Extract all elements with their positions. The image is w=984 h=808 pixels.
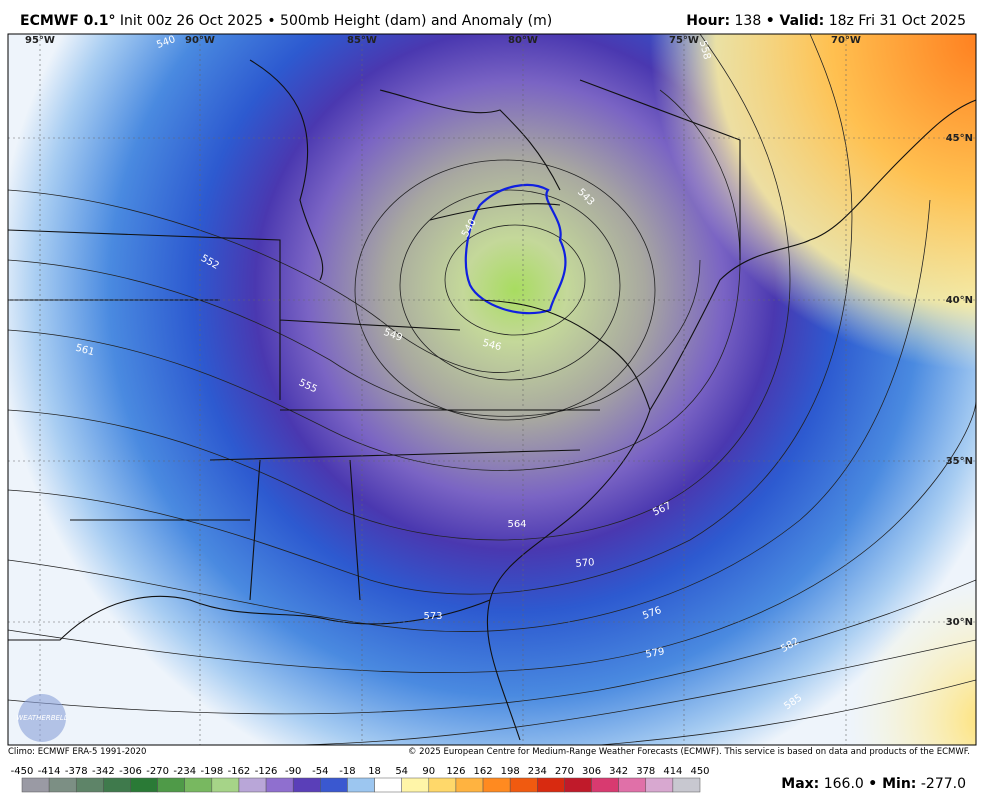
- colorbar-tick-label: 90: [422, 766, 435, 777]
- model: ECMWF 0.1°: [20, 13, 115, 29]
- lon-label: 95°W: [25, 35, 55, 46]
- colorbar-tick-label: -378: [65, 766, 88, 777]
- geography: [8, 59, 976, 741]
- height-contours: [8, 34, 976, 745]
- lat-label: 35°N: [946, 456, 973, 467]
- colorbar-tick-label: -306: [119, 766, 142, 777]
- colorbar-tick-label: -126: [255, 766, 278, 777]
- valid: 18z Fri 31 Oct 2025: [829, 13, 966, 29]
- lon-label: 85°W: [347, 35, 377, 46]
- contour-label: 570: [575, 557, 595, 570]
- lat-label: 40°N: [946, 295, 973, 306]
- contour-label: 546: [481, 338, 502, 354]
- map-area: 95°W 90°W 85°W 80°W 75°W 70°W 45°N 40°N 35°N 30°N…: [8, 34, 976, 745]
- colorbar-swatch: [292, 777, 321, 793]
- climo: Climo: ECMWF ERA-5 1991-2020: [8, 747, 146, 757]
- colorbar-tick-label: -270: [146, 766, 169, 777]
- colorbar-tick-label: 378: [636, 766, 655, 777]
- contour-label: 558: [697, 39, 713, 60]
- graticule: [8, 34, 976, 745]
- colorbar-swatch: [211, 777, 240, 793]
- colorbar-tick-label: 18: [368, 766, 381, 777]
- colorbar-tick-label: -18: [339, 766, 355, 777]
- colorbar-tick-label: 342: [609, 766, 628, 777]
- contour-label: 573: [423, 611, 442, 622]
- colorbar-swatch: [347, 777, 375, 793]
- colorbar-tick-label: 126: [446, 766, 465, 777]
- colorbar-swatch: [401, 777, 430, 793]
- lon-label: 75°W: [669, 35, 699, 46]
- colorbar-tick-label: -342: [92, 766, 115, 777]
- colorbar-tick-label: -54: [312, 766, 328, 777]
- min-label: • Min:: [868, 776, 916, 792]
- valid-label: • Valid:: [766, 13, 825, 29]
- colorbar-swatch: [564, 777, 592, 793]
- colorbar-tick-label: 270: [555, 766, 574, 777]
- colorbar-tick-label: 198: [501, 766, 520, 777]
- colorbar-swatch: [103, 777, 131, 793]
- colorbar-tick-label: 162: [473, 766, 492, 777]
- colorbar-swatch: [672, 777, 701, 793]
- min: -277.0: [921, 776, 966, 792]
- colorbar-tick-label: -162: [228, 766, 251, 777]
- colorbar-swatch: [238, 777, 267, 793]
- colorbar-swatch: [265, 777, 294, 793]
- warm-anomaly: [8, 34, 976, 745]
- colorbar-tick-label: 414: [663, 766, 682, 777]
- colorbar-swatch: [645, 777, 674, 793]
- colorbar-tick-label: -90: [285, 766, 301, 777]
- colorbar-tick-label: 450: [690, 766, 709, 777]
- colorbar-swatch: [374, 777, 402, 793]
- colorbar-tick-label: -414: [38, 766, 61, 777]
- lat-label: 30°N: [946, 617, 973, 628]
- colorbar-tick-label: -234: [173, 766, 196, 777]
- hour-label: Hour:: [686, 13, 730, 29]
- colorbar-swatch: [537, 777, 565, 793]
- colorbar-tick-label: -450: [11, 766, 34, 777]
- lon-label: 80°W: [508, 35, 538, 46]
- contour-label: 561: [74, 343, 95, 359]
- hour: 138: [735, 13, 762, 29]
- subtitle: Init 00z 26 Oct 2025 • 500mb Height (dam…: [120, 13, 552, 29]
- map-frame: [7, 33, 977, 746]
- header-left: ECMWF 0.1° Init 00z 26 Oct 2025 • 500mb …: [20, 13, 552, 29]
- colorbar-swatch: [455, 777, 484, 793]
- colorbar: -450 -414 -378 -342 -306 -270 -234 -198 -162 -126…: [11, 766, 710, 793]
- colorbar-tick-label: -198: [200, 766, 223, 777]
- colorbar-swatch: [509, 777, 538, 793]
- lon-label: 90°W: [185, 35, 215, 46]
- colorbar-tick-label: 234: [528, 766, 547, 777]
- colorbar-swatch: [130, 777, 158, 793]
- watermark: WEATHERBELL: [16, 714, 68, 722]
- contour-label: 579: [645, 646, 666, 660]
- copyright: © 2025 European Centre for Medium-Range …: [408, 747, 970, 757]
- colorbar-swatch: [618, 777, 647, 793]
- watermark-logo: [18, 694, 66, 742]
- max-label: Max:: [781, 776, 819, 792]
- header-right: Hour: 138 • Valid: 18z Fri 31 Oct 2025: [686, 13, 966, 29]
- colorbar-swatch: [75, 777, 104, 793]
- colorbar-swatch: [48, 777, 77, 793]
- colorbar-tick-label: 54: [395, 766, 408, 777]
- max: 166.0: [824, 776, 864, 792]
- colorbar-swatch: [320, 777, 348, 793]
- colorbar-swatch: [21, 777, 50, 793]
- min-contour: [464, 183, 567, 315]
- colorbar-swatch: [428, 777, 457, 793]
- colorbar-tick-label: 306: [582, 766, 601, 777]
- lon-label: 70°W: [831, 35, 861, 46]
- colorbar-swatch: [482, 777, 511, 793]
- lat-label: 45°N: [946, 133, 973, 144]
- colorbar-swatch: [184, 777, 213, 793]
- colorbar-swatch: [591, 777, 619, 793]
- colorbar-swatch: [157, 777, 185, 793]
- contour-label: 564: [507, 519, 526, 530]
- stats: Max: 166.0 • Min: -277.0: [781, 776, 966, 792]
